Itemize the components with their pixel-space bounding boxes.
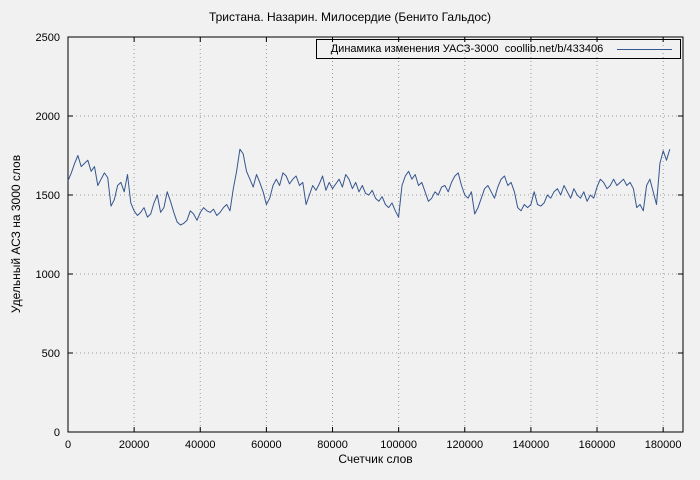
x-tick-label: 0 xyxy=(65,439,71,451)
data-line xyxy=(67,148,671,226)
plot-border xyxy=(67,36,684,433)
x-tick-label: 160000 xyxy=(579,439,616,451)
x-tick-label: 60000 xyxy=(251,439,282,451)
chart-title: Тристана. Назарин. Милосердие (Бенито Га… xyxy=(208,10,492,24)
x-tick-label: 180000 xyxy=(645,439,682,451)
y-tick-label: 500 xyxy=(42,348,60,360)
x-tick-label: 140000 xyxy=(513,439,550,451)
x-tick-label: 120000 xyxy=(446,439,483,451)
x-tick-label: 80000 xyxy=(317,439,348,451)
x-tick-label: 40000 xyxy=(185,439,216,451)
y-tick-label: 0 xyxy=(54,427,60,439)
legend-box: Динамика изменения УАСЗ-3000 coollib.net… xyxy=(316,39,681,59)
x-axis-label: Счетчик слов xyxy=(338,452,413,466)
y-tick-label: 2500 xyxy=(36,32,60,44)
x-tick-label: 20000 xyxy=(119,439,150,451)
x-tick-label: 100000 xyxy=(380,439,417,451)
y-tick-label: 1000 xyxy=(36,269,60,281)
y-tick-label: 1500 xyxy=(36,190,60,202)
legend-line-sample xyxy=(617,48,672,50)
legend-label: Динамика изменения УАСЗ-3000 coollib.net… xyxy=(330,43,604,55)
y-tick-label: 2000 xyxy=(36,111,60,123)
